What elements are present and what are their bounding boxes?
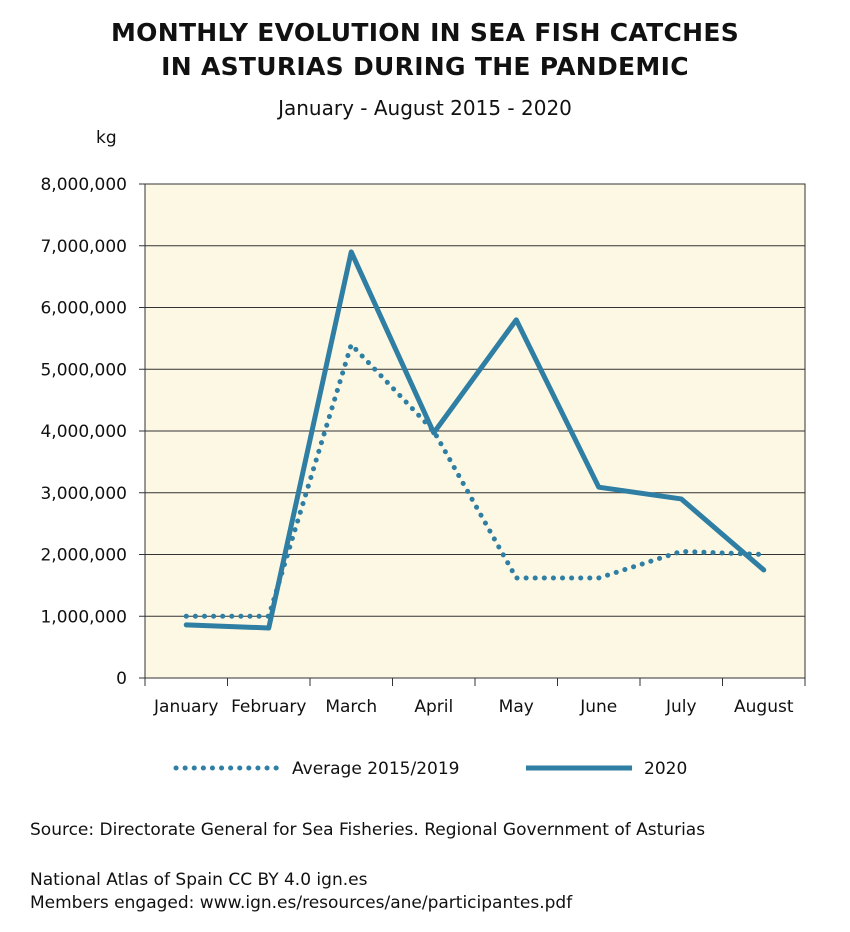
y-tick-label: 7,000,000 <box>40 237 127 257</box>
y-tick-label: 6,000,000 <box>40 299 127 319</box>
y-tick-label: 4,000,000 <box>40 422 127 442</box>
legend-label-average: Average 2015/2019 <box>292 759 459 779</box>
series-line-2020 <box>183 249 767 631</box>
chart-subtitle: January - August 2015 - 2020 <box>278 96 572 120</box>
y-tick-label: 5,000,000 <box>40 360 127 380</box>
x-tick-label: July <box>665 697 697 717</box>
chart-title-line1: MONTHLY EVOLUTION IN SEA FISH CATCHES <box>110 18 740 47</box>
x-tick-label: March <box>325 697 377 717</box>
legend-label-2020: 2020 <box>644 759 687 779</box>
x-tick-label: June <box>579 697 617 717</box>
x-tick-label: May <box>499 697 534 717</box>
members-link: Members engaged: www.ign.es/resources/an… <box>30 893 573 913</box>
source-note: Source: Directorate General for Sea Fish… <box>30 820 706 840</box>
x-tick-label: January <box>153 697 218 717</box>
y-tick-label: 8,000,000 <box>40 175 127 195</box>
y-tick-label: 0 <box>116 669 127 689</box>
y-tick-label: 2,000,000 <box>40 546 127 566</box>
x-tick-label: August <box>734 697 794 717</box>
x-tick-label: April <box>414 697 453 717</box>
y-tick-label: 1,000,000 <box>40 607 127 627</box>
y-tick-label: 3,000,000 <box>40 484 127 504</box>
atlas-credit: National Atlas of Spain CC BY 4.0 ign.es <box>30 870 368 890</box>
chart-title-line2: IN ASTURIAS DURING THE PANDEMIC <box>161 52 689 81</box>
x-tick-label: February <box>231 697 306 717</box>
y-axis-label: kg <box>96 128 117 148</box>
